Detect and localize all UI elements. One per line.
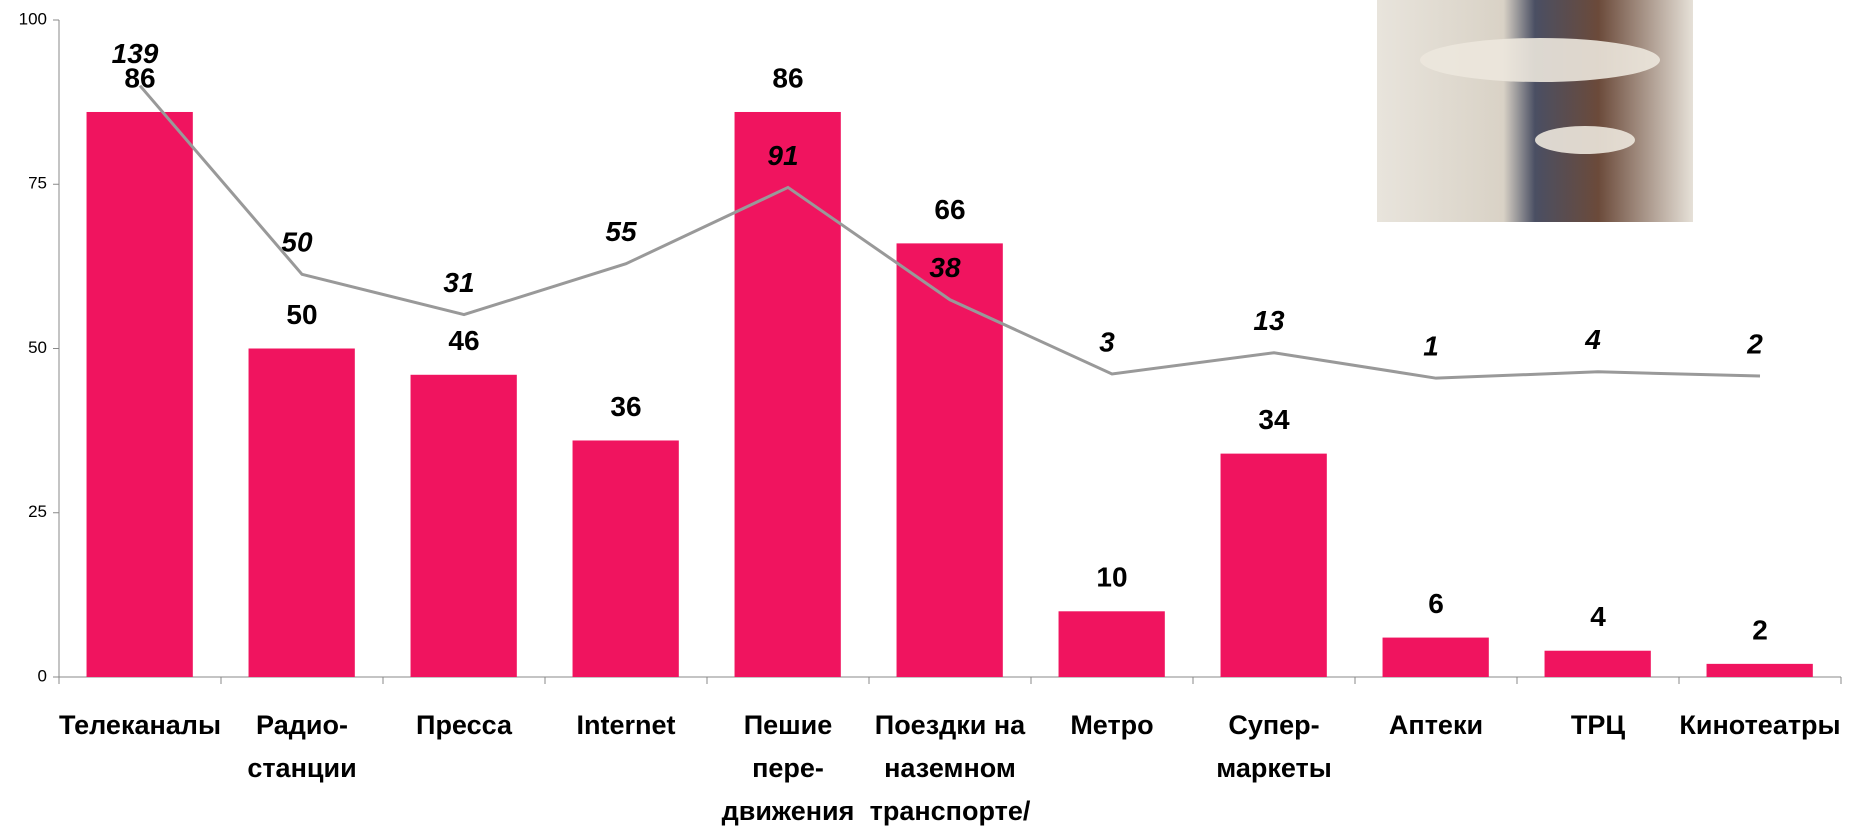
y-tick-label: 25: [28, 502, 47, 521]
bar: [897, 243, 1003, 677]
line-value-label: 55: [605, 216, 637, 247]
bar-value-label: 34: [1258, 404, 1290, 435]
chart: 0 25 50 75 100 Телеканалы Радио-станции Пресса I…: [0, 0, 1862, 828]
x-tick-label: Аптеки: [1389, 710, 1483, 740]
x-tick-label: Internet: [576, 710, 675, 740]
line-value-label: 91: [767, 140, 798, 171]
x-tick-label: Метро: [1070, 710, 1153, 740]
x-tick-label: Телеканалы: [59, 710, 221, 740]
y-tick-label: 50: [28, 338, 47, 357]
bar: [1221, 454, 1327, 677]
x-tick-label: Супер-маркеты: [1216, 710, 1332, 783]
bar: [249, 349, 355, 678]
y-tick-label: 0: [38, 666, 47, 685]
bar: [1545, 651, 1651, 677]
bar: [573, 440, 679, 677]
bar-value-label: 66: [934, 194, 965, 225]
line-value-label: 50: [281, 227, 313, 258]
bar-value-label: 6: [1428, 588, 1444, 619]
photo: [1377, 0, 1693, 222]
x-tick-label: Кинотеатры: [1679, 710, 1840, 740]
bar-value-label: 50: [286, 299, 317, 330]
x-tick-label: ТРЦ: [1571, 710, 1626, 740]
bar: [1383, 638, 1489, 677]
line-value-label: 31: [443, 267, 474, 298]
x-tick-label: Радио-станции: [247, 710, 356, 783]
bar: [1059, 611, 1165, 677]
bar-value-label: 86: [772, 62, 803, 93]
x-tick-label: Пресса: [416, 710, 513, 740]
y-tick-label: 75: [28, 174, 47, 193]
bar: [87, 112, 193, 677]
line-value-label: 13: [1253, 305, 1285, 336]
line-value-label: 3: [1099, 326, 1115, 357]
bar-value-label: 4: [1590, 601, 1606, 632]
bar: [735, 112, 841, 677]
bar-value-label: 10: [1096, 562, 1127, 593]
y-tick-label: 100: [19, 9, 47, 28]
line-value-label: 2: [1746, 328, 1763, 359]
line-value-label: 139: [112, 38, 159, 69]
bar: [411, 375, 517, 677]
line-value-label: 1: [1423, 331, 1439, 362]
bar-value-label: 2: [1752, 614, 1768, 645]
line-value-label: 38: [929, 252, 961, 283]
bar: [1707, 664, 1813, 677]
bar-value-label: 46: [448, 325, 479, 356]
line-value-label: 4: [1584, 324, 1601, 355]
bar-value-label: 36: [610, 391, 641, 422]
